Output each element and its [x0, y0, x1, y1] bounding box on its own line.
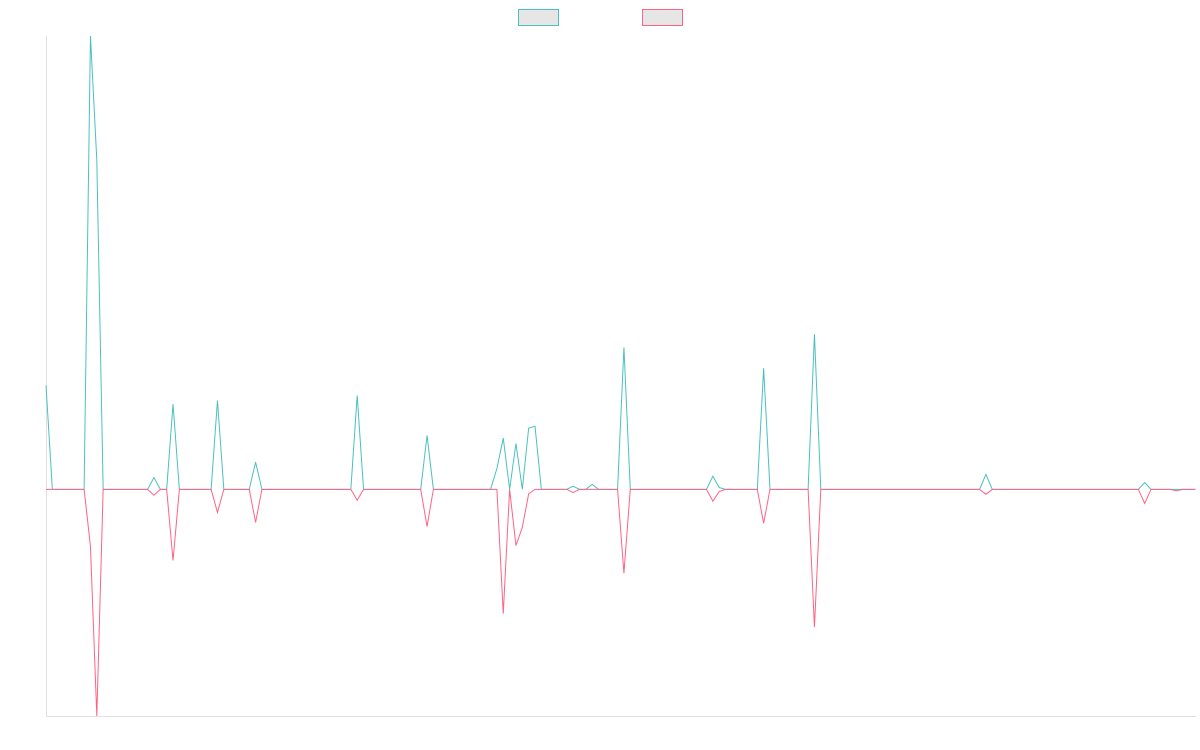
line-series	[46, 488, 1196, 717]
legend-swatch[interactable]	[518, 9, 559, 26]
legend-swatch[interactable]	[642, 9, 683, 26]
line-series	[45, 35, 1196, 490]
